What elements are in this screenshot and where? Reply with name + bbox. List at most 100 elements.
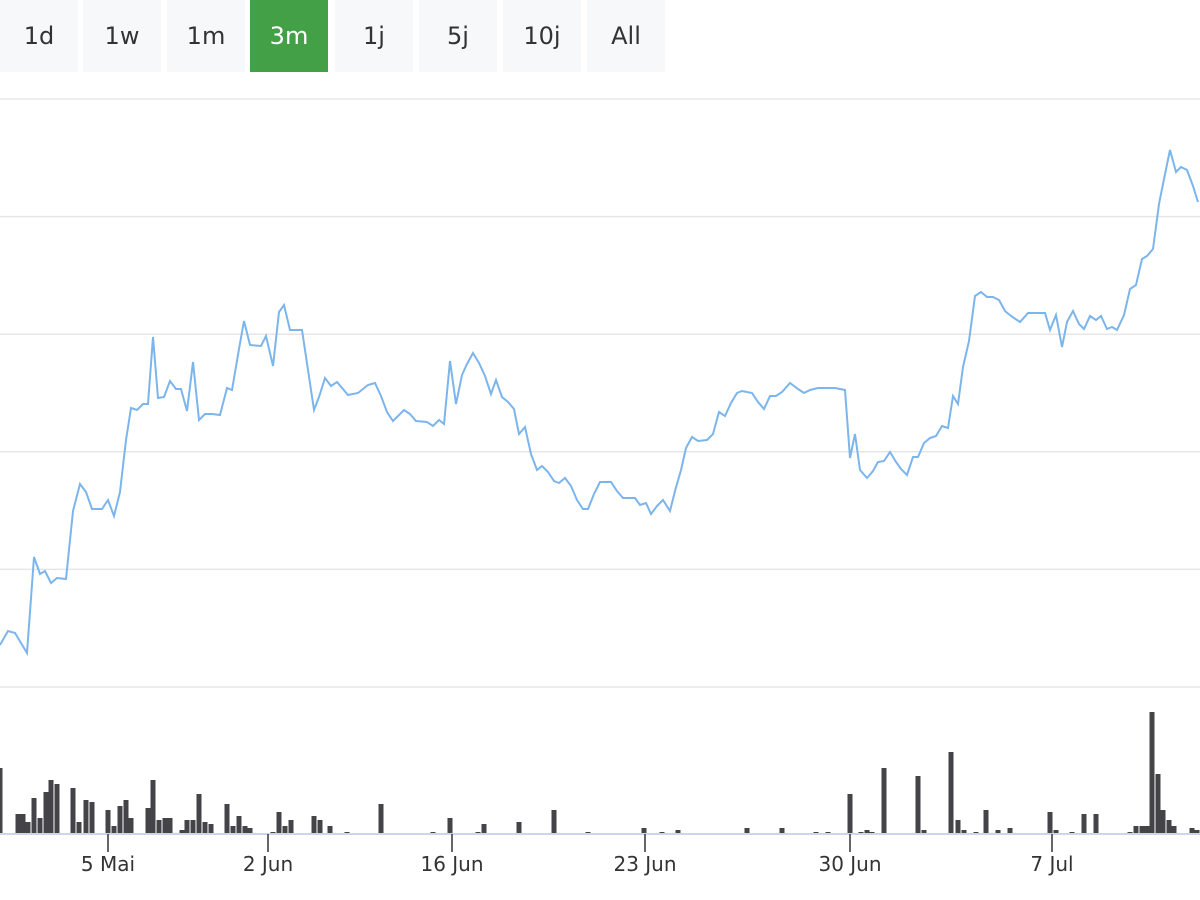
volume-bar	[813, 832, 819, 833]
volume-bar	[585, 832, 591, 833]
volume-bar	[1047, 812, 1053, 833]
volume-bar	[475, 832, 481, 833]
volume-bar	[1093, 814, 1099, 833]
volume-bar	[1007, 828, 1013, 833]
volume-bar	[1149, 712, 1155, 833]
volume-bar	[1127, 832, 1133, 833]
volume-bar	[1166, 820, 1172, 833]
volume-bar	[378, 804, 384, 833]
volume-bar	[430, 832, 436, 833]
volume-bar	[70, 788, 76, 833]
volume-bar	[447, 818, 453, 833]
range-button[interactable]: 5j	[419, 0, 497, 72]
volume-bar	[779, 828, 785, 833]
volume-bar	[344, 832, 350, 833]
volume-bar	[551, 810, 557, 833]
volume-bar	[1189, 828, 1195, 833]
volume-bar	[288, 820, 294, 833]
volume-bar	[128, 818, 134, 833]
volume-bar	[825, 832, 831, 833]
x-tick-label: 2 Jun	[243, 852, 293, 876]
range-button[interactable]: 1m	[167, 0, 245, 72]
volume-bar	[117, 806, 123, 833]
volume-bar	[869, 832, 875, 833]
volume-bar	[675, 830, 681, 833]
volume-bar	[89, 802, 95, 833]
volume-bar	[1155, 774, 1161, 833]
volume-bar	[881, 768, 887, 833]
x-tick-label: 16 Jun	[420, 852, 483, 876]
volume-bar	[983, 810, 989, 833]
volume-bar	[196, 794, 202, 833]
volume-bar	[167, 818, 173, 833]
volume-bar	[230, 826, 236, 833]
volume-bar	[276, 812, 282, 833]
volume-bar	[282, 826, 288, 833]
volume-bar	[76, 822, 82, 833]
volume-bar	[1069, 832, 1075, 833]
volume-bar	[156, 820, 162, 833]
volume-bar	[973, 832, 979, 833]
volume-bar	[162, 818, 168, 833]
volume-bar	[247, 828, 253, 833]
volume-bar	[641, 828, 647, 833]
volume-bar	[20, 814, 26, 833]
volume-bar	[54, 784, 60, 833]
volume-bar	[270, 832, 276, 833]
volume-bar	[961, 830, 967, 833]
volume-bar	[202, 822, 208, 833]
volume-bar	[955, 820, 961, 833]
volume-bar	[317, 820, 323, 833]
volume-bar	[145, 808, 151, 833]
volume-bar	[1139, 826, 1145, 833]
volume-bar	[43, 792, 49, 833]
volume-bar	[1160, 810, 1166, 833]
volume-bar	[858, 832, 864, 833]
volume-bar	[150, 780, 156, 833]
volume-bar	[659, 832, 665, 833]
volume-bar	[1194, 830, 1200, 833]
volume-bar	[208, 824, 214, 833]
volume-bar	[25, 822, 31, 833]
volume-bar	[847, 794, 853, 833]
volume-bar	[111, 826, 117, 833]
volume-bar	[179, 830, 185, 833]
range-button[interactable]: 1w	[83, 0, 161, 72]
volume-bar	[1053, 830, 1059, 833]
range-button[interactable]: 3m	[250, 0, 328, 72]
volume-bar	[1081, 814, 1087, 833]
volume-bar	[864, 830, 870, 833]
range-button[interactable]: All	[587, 0, 665, 72]
volume-bar	[995, 830, 1001, 833]
volume-bar	[1171, 826, 1177, 833]
x-tick-label: 7 Jul	[1030, 852, 1073, 876]
x-tick-label: 5 Mai	[81, 852, 135, 876]
volume-bar	[236, 816, 242, 833]
volume-bar	[327, 826, 333, 833]
volume-bar	[37, 818, 43, 833]
range-button[interactable]: 10j	[503, 0, 581, 72]
volume-bar	[190, 820, 196, 833]
range-button[interactable]: 1j	[335, 0, 413, 72]
volume-bar	[123, 800, 129, 833]
volume-bar	[15, 814, 21, 833]
volume-bar	[1144, 826, 1150, 833]
range-button[interactable]: 1d	[0, 0, 78, 72]
price-line	[0, 149, 1199, 657]
volume-bar	[915, 776, 921, 833]
x-tick-label: 23 Jun	[613, 852, 676, 876]
volume-bar	[744, 828, 750, 833]
volume-bar	[481, 824, 487, 833]
volume-bar	[948, 752, 954, 833]
volume-bar	[31, 798, 37, 833]
volume-bar	[0, 768, 3, 833]
volume-bar	[242, 826, 248, 833]
volume-bar	[921, 830, 927, 833]
volume-bar	[105, 810, 111, 833]
volume-bar	[311, 816, 317, 833]
volume-bar	[184, 820, 190, 833]
volume-bar	[1133, 826, 1139, 833]
x-tick-label: 30 Jun	[818, 852, 881, 876]
